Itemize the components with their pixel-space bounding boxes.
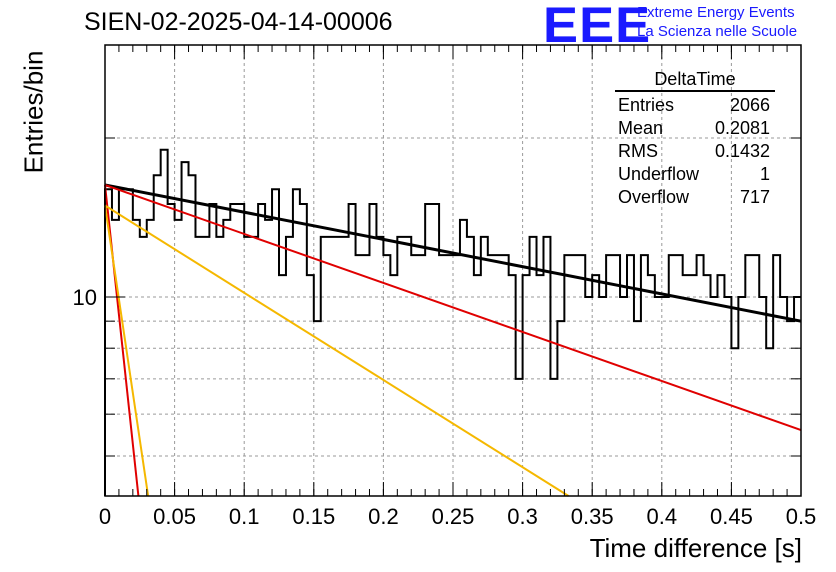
stats-row-overflow: Overflow 717 [612,186,778,209]
stats-row-underflow: Underflow 1 [612,163,778,186]
stats-value: 1 [759,164,770,184]
fit-line-red [104,183,802,431]
stats-label: Underflow [618,164,700,184]
stats-value: 2066 [729,95,770,115]
stats-value: 717 [739,187,770,207]
eee-logo: EEE [543,0,652,53]
y-tick-label: 10 [73,285,97,310]
x-axis-label: Time difference [s] [589,533,802,563]
stats-title: DeltaTime [615,68,775,92]
fit-line-orange [104,205,150,497]
x-tick-label: 0 [99,504,111,529]
stats-row-entries: Entries 2066 [612,94,778,117]
x-tick-label: 0.25 [432,504,475,529]
stats-label: Overflow [618,187,690,207]
x-tick-label: 0.3 [507,504,538,529]
x-tick-label: 0.15 [292,504,335,529]
fit-line-black [104,183,802,323]
stats-value: 0.1432 [714,141,770,161]
stats-label: Mean [618,118,664,138]
stats-box: DeltaTime Entries 2066 Mean 0.2081 RMS 0… [612,68,778,209]
x-tick-label: 0.35 [571,504,614,529]
logo-caption-line-1: Extreme Energy Events [637,4,795,21]
stats-label: Entries [618,95,675,115]
fit-line-orange [104,204,570,497]
plot-frame [104,44,802,497]
x-tick-label: 0.1 [229,504,260,529]
x-tick-label: 0.05 [153,504,196,529]
stats-row-rms: RMS 0.1432 [612,140,778,163]
x-tick-label: 0.5 [786,504,817,529]
y-axis-label: Entries/bin [18,50,49,174]
fit-line-red [104,184,140,497]
x-tick-label: 0.4 [647,504,678,529]
stats-value: 0.2081 [714,118,770,138]
x-tick-label: 0.2 [368,504,399,529]
chart-title: SIEN-02-2025-04-14-00006 [84,8,393,36]
stats-label: RMS [618,141,658,161]
stats-row-mean: Mean 0.2081 [612,117,778,140]
x-tick-label: 0.45 [710,504,753,529]
logo-caption-line-2: La Scienza nelle Scuole [637,23,798,40]
logo-caption: Extreme Energy Events La Scienza nelle S… [637,3,797,41]
